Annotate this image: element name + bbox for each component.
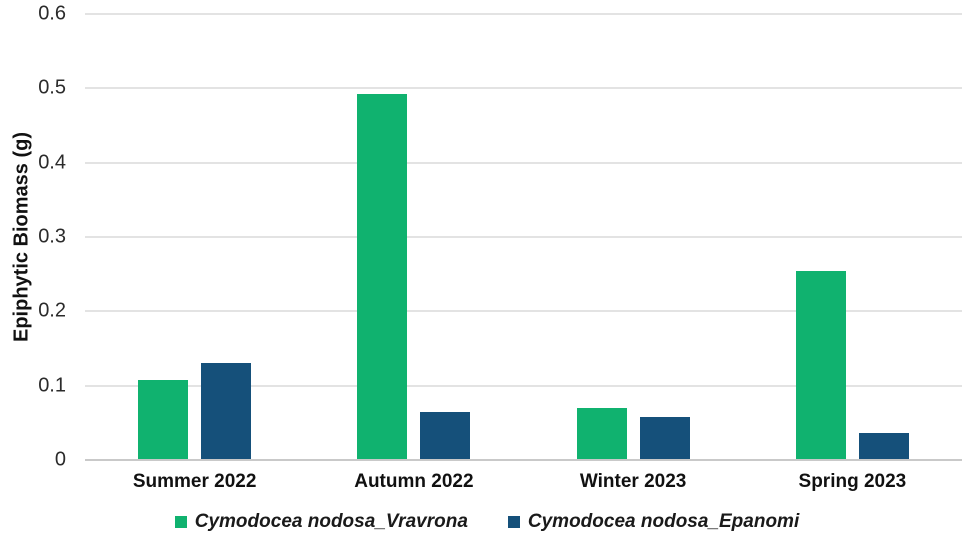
- bar: [639, 416, 690, 460]
- x-axis-label: Spring 2023: [798, 471, 907, 492]
- y-tick-label: 0.1: [38, 374, 66, 397]
- bar: [576, 407, 627, 460]
- x-axis-label: Autumn 2022: [354, 471, 474, 492]
- bar: [858, 433, 909, 460]
- y-tick-label: 0.4: [38, 151, 66, 174]
- x-axis-label: Winter 2023: [579, 471, 687, 492]
- category-group: Spring 2023: [743, 14, 962, 492]
- legend-label: Cymodocea nodosa_Epanomi: [527, 511, 800, 532]
- bar: [420, 412, 471, 460]
- bar-groups: Summer 2022 Autumn 2022 Winter 2023 Spring …: [85, 14, 962, 492]
- gridline: [85, 13, 962, 15]
- gridline: [85, 236, 962, 238]
- gridline: [85, 87, 962, 90]
- y-tick-label: 0.6: [38, 2, 66, 25]
- y-tick-label: 0: [54, 448, 66, 471]
- legend: Cymodocea nodosa_Vravrona Cymodocea nodos…: [0, 511, 974, 533]
- gridline: [85, 310, 962, 313]
- gridline: [85, 161, 962, 164]
- legend-swatch-icon: [507, 516, 520, 528]
- bar: [357, 94, 408, 460]
- y-tick-label: 0.3: [38, 225, 66, 248]
- gridline: [85, 384, 962, 387]
- y-axis-ticks: 0 0.1 0.2 0.3 0.4 0.5 0.6: [0, 3, 66, 471]
- x-axis-label: Summer 2022: [132, 471, 257, 492]
- legend-entry: Cymodocea nodosa_Vravrona: [174, 511, 468, 533]
- category-group: Winter 2023: [524, 14, 743, 492]
- bar: [138, 380, 189, 460]
- bar: [795, 271, 846, 460]
- y-tick-label: 0.2: [38, 299, 66, 322]
- category-group: Summer 2022: [85, 14, 304, 492]
- legend-label: Cymodocea nodosa_Vravrona: [194, 511, 468, 532]
- x-axis-line: [85, 459, 962, 461]
- y-tick-label: 0.5: [38, 76, 66, 99]
- legend-swatch-icon: [174, 516, 187, 528]
- bar: [201, 362, 252, 460]
- category-group: Autumn 2022: [304, 14, 523, 492]
- plot-area: Summer 2022 Autumn 2022 Winter 2023 Spring …: [85, 13, 962, 492]
- legend-entry: Cymodocea nodosa_Epanomi: [507, 511, 800, 533]
